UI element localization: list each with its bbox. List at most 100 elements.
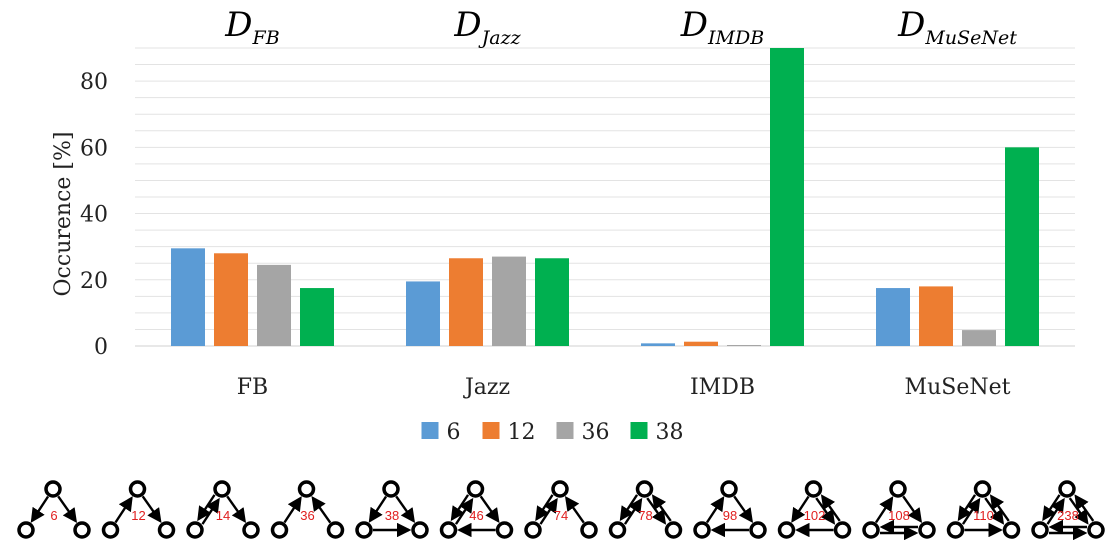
x-axis-categories: FB Jazz IMDB MuSeNet: [237, 375, 1011, 400]
x-category-label: Jazz: [463, 375, 510, 400]
category-title: DIMDB: [680, 5, 764, 49]
motif-label: 102: [804, 508, 826, 523]
bar-6-imdb: [641, 343, 675, 346]
motif-node: [524, 521, 542, 539]
motif-node: [44, 480, 62, 498]
bar-38-imdb: [770, 48, 804, 346]
motif-label: 12: [131, 508, 145, 523]
motif-node: [580, 521, 598, 539]
legend-swatch-38: [630, 422, 648, 439]
motif-node: [382, 480, 400, 498]
bar-36-imdb: [727, 345, 761, 346]
bar-36-jazz: [492, 256, 526, 346]
legend-label: 6: [447, 420, 461, 445]
bar-38-musenet: [1005, 147, 1039, 346]
motif-node: [355, 521, 373, 539]
motif-102: 102: [777, 480, 852, 539]
motif-node: [270, 521, 289, 539]
legend-label: 38: [656, 420, 684, 445]
motif-node: [1002, 521, 1021, 539]
motif-14: 14: [186, 480, 260, 539]
motif-node: [242, 521, 260, 539]
y-tick-label: 60: [80, 136, 108, 161]
motif-node: [297, 480, 316, 498]
bar-38-jazz: [535, 258, 569, 346]
motif-node: [749, 521, 767, 539]
motif-node: [693, 521, 711, 539]
motif-node: [439, 521, 458, 539]
bar-6-fb: [171, 248, 205, 346]
legend-label: 36: [582, 420, 610, 445]
motif-node: [973, 480, 992, 498]
motif-74: 74: [524, 480, 598, 539]
motif-node: [73, 521, 91, 539]
motif-node: [186, 521, 204, 539]
motif-node: [720, 480, 738, 498]
motif-label: 74: [554, 508, 568, 523]
x-category-label: MuSeNet: [905, 375, 1011, 400]
y-tick-label: 20: [80, 269, 108, 294]
category-titles: DFB DJazz DIMDB DMuSeNet: [224, 5, 1017, 49]
motif-node: [101, 521, 120, 539]
legend-label: 12: [508, 420, 536, 445]
motif-36: 36: [270, 480, 345, 539]
bar-36-musenet: [962, 330, 996, 346]
motif-node: [862, 521, 880, 539]
bar-38-fb: [300, 288, 334, 346]
category-title: DFB: [224, 5, 279, 49]
bar-6-jazz: [406, 281, 440, 346]
bar-36-fb: [257, 264, 291, 346]
motif-node: [833, 521, 852, 539]
motif-node: [466, 480, 485, 498]
bar-12-jazz: [449, 258, 483, 346]
y-tick-label: 80: [80, 70, 108, 95]
motif-label: 14: [216, 508, 230, 523]
motif-label: 108: [888, 508, 910, 523]
legend-swatch-6: [421, 422, 439, 439]
motif-label: 98: [723, 508, 737, 523]
motif-node: [635, 480, 654, 498]
category-title: DJazz: [453, 5, 521, 49]
motif-label: 6: [50, 508, 57, 523]
motif-110: 110: [946, 480, 1021, 539]
motif-node: [1031, 521, 1049, 539]
motif-label: 36: [300, 508, 314, 523]
motif-label: 38: [385, 508, 399, 523]
motif-108: 108: [862, 480, 936, 541]
gridlines: [135, 47, 1075, 347]
legend: 6 12 36 38: [421, 420, 684, 445]
motif-label: 238: [1057, 508, 1079, 523]
motif-node: [1087, 521, 1105, 539]
motif-node: [411, 521, 429, 539]
motif-node: [889, 480, 907, 498]
motif-12: 12: [101, 480, 176, 539]
motif-diagrams: 6 12 14 36 38 46 74 78 98 102 108 110 238: [17, 480, 1105, 541]
y-axis-ticks: 0 20 40 60 80: [80, 70, 108, 360]
motif-98: 98: [693, 480, 767, 539]
motif-node: [495, 521, 514, 539]
motif-node: [804, 480, 823, 498]
bar-6-musenet: [876, 288, 910, 346]
bar-12-imdb: [684, 341, 718, 346]
motif-6: 6: [17, 480, 91, 539]
motif-node: [664, 521, 683, 539]
motif-node: [777, 521, 796, 539]
motif-node: [608, 521, 627, 539]
motif-78: 78: [608, 480, 683, 539]
category-title: DMuSeNet: [897, 5, 1017, 49]
x-category-label: IMDB: [690, 375, 755, 400]
y-tick-label: 0: [94, 335, 108, 360]
motif-label: 110: [973, 508, 994, 523]
motif-node: [17, 521, 35, 539]
motif-node: [157, 521, 176, 539]
bar-12-musenet: [919, 286, 953, 346]
legend-swatch-12: [482, 422, 500, 439]
motif-node: [946, 521, 965, 539]
motif-label: 78: [638, 508, 652, 523]
motif-node: [326, 521, 345, 539]
motif-node: [213, 480, 231, 498]
y-tick-label: 40: [80, 203, 108, 228]
bars: [171, 48, 1039, 346]
motif-node: [1058, 480, 1076, 498]
